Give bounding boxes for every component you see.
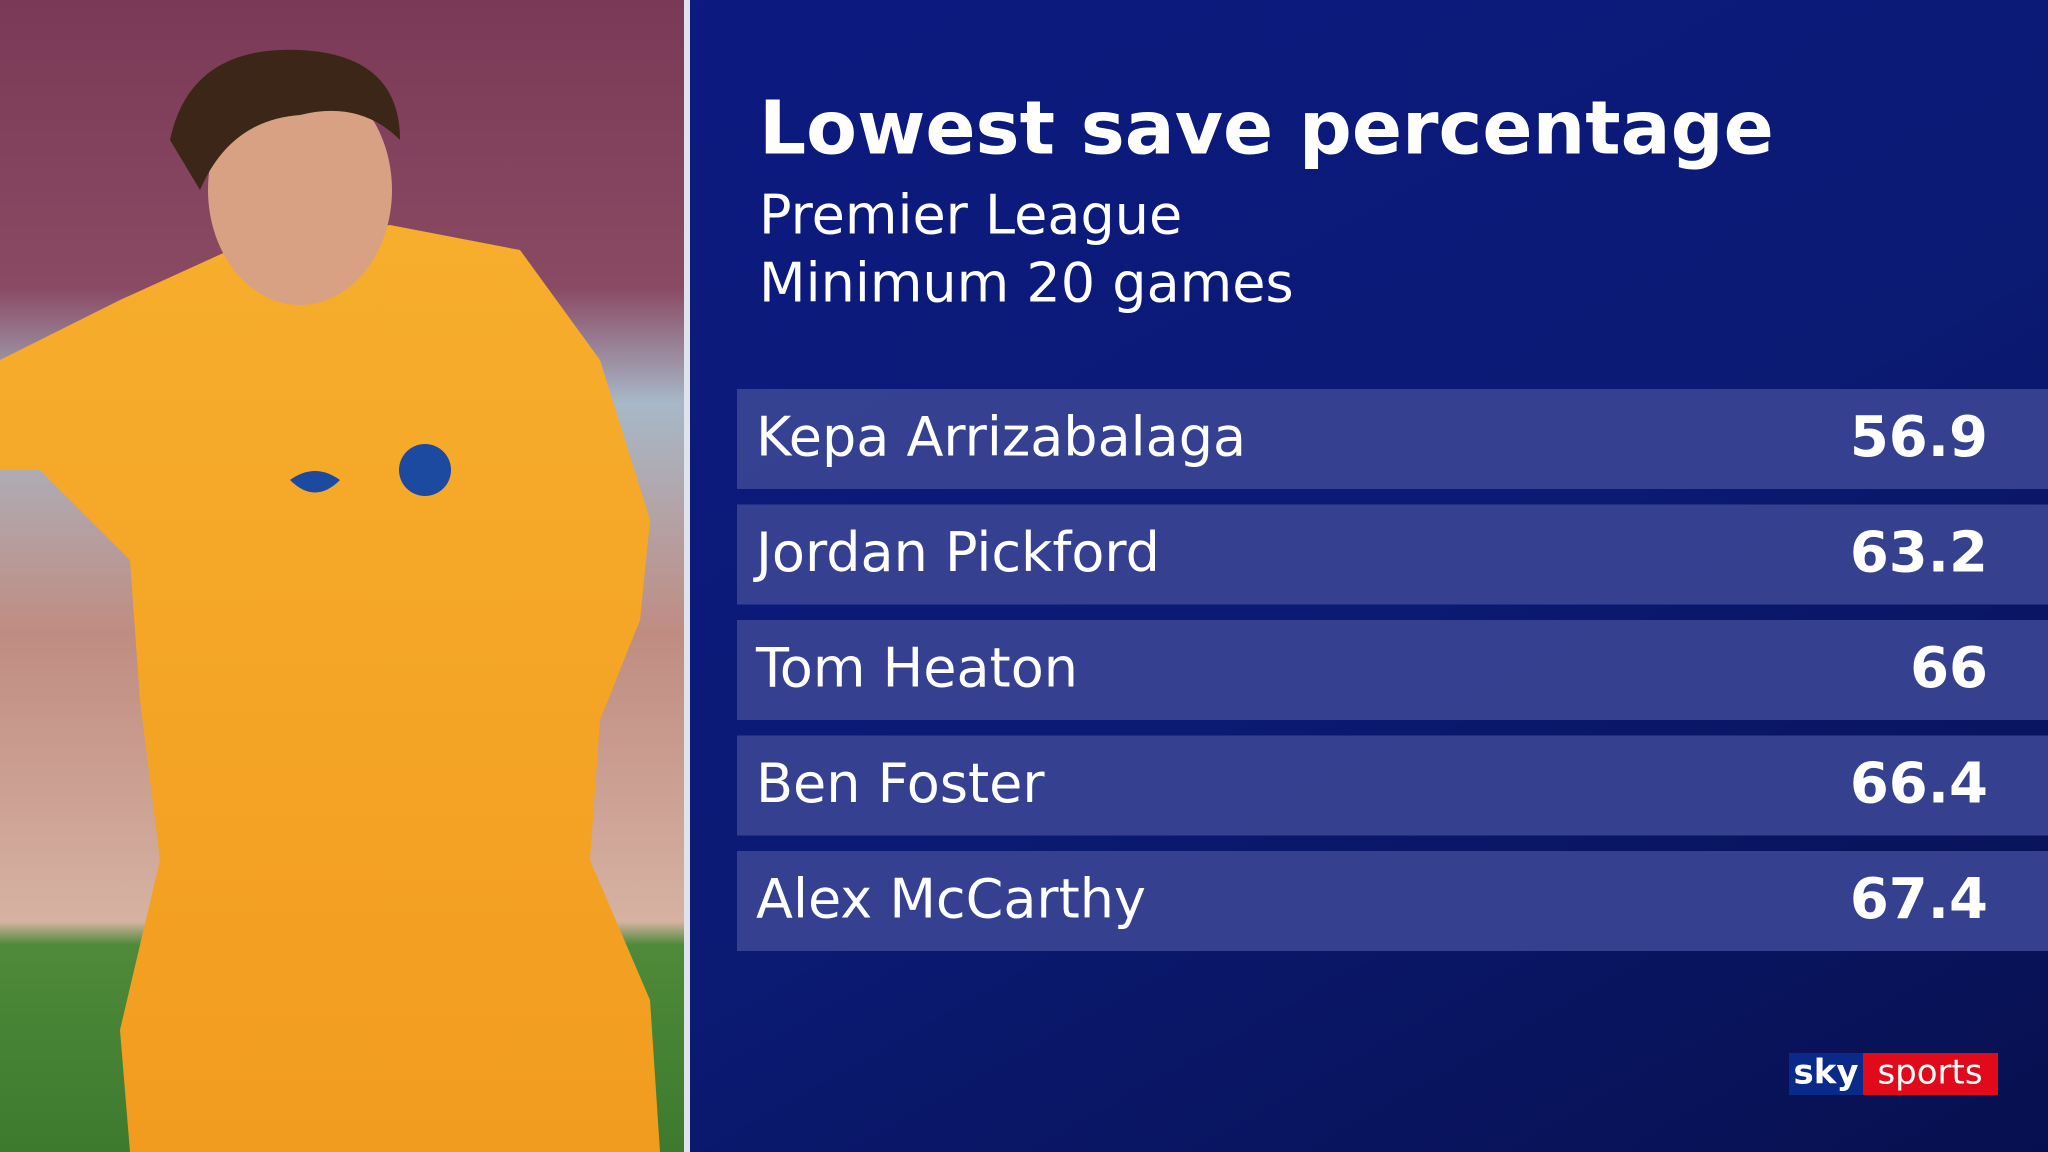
player-name: Alex McCarthy: [756, 868, 1146, 931]
table: Kepa Arrizabalaga 56.9 Jordan Pickford 63.2…: [737, 389, 2048, 951]
logo-sky: sky: [1793, 1053, 1858, 1093]
subtitle: Minimum 20 games: [759, 252, 1294, 315]
player-name: Tom Heaton: [755, 637, 1078, 700]
save-percentage: 63.2: [1850, 521, 1988, 586]
subtitle: Premier League: [759, 184, 1182, 247]
logo-sky-box: [1789, 1053, 1863, 1095]
player-name: Ben Foster: [756, 752, 1045, 815]
logo-sports-box: [1863, 1053, 1998, 1095]
table-row: [737, 504, 2048, 605]
logo-sports: sports: [1877, 1053, 1982, 1093]
title: Lowest save percentage: [759, 86, 1774, 172]
save-percentage: 56.9: [1850, 405, 1988, 470]
player-name: Jordan Pickford: [753, 521, 1160, 584]
save-percentage: 66: [1910, 636, 1988, 701]
table-row: [737, 851, 2048, 951]
save-percentage: 66.4: [1850, 752, 1988, 817]
table-row: [737, 620, 2048, 720]
player-photo: [0, 0, 690, 1152]
table-row: [737, 389, 2048, 489]
sky-sports-logo: sky sports: [1789, 1053, 1998, 1095]
player-name: Kepa Arrizabalaga: [756, 406, 1246, 469]
table-row: [737, 735, 2048, 836]
save-percentage: 67.4: [1850, 867, 1988, 932]
